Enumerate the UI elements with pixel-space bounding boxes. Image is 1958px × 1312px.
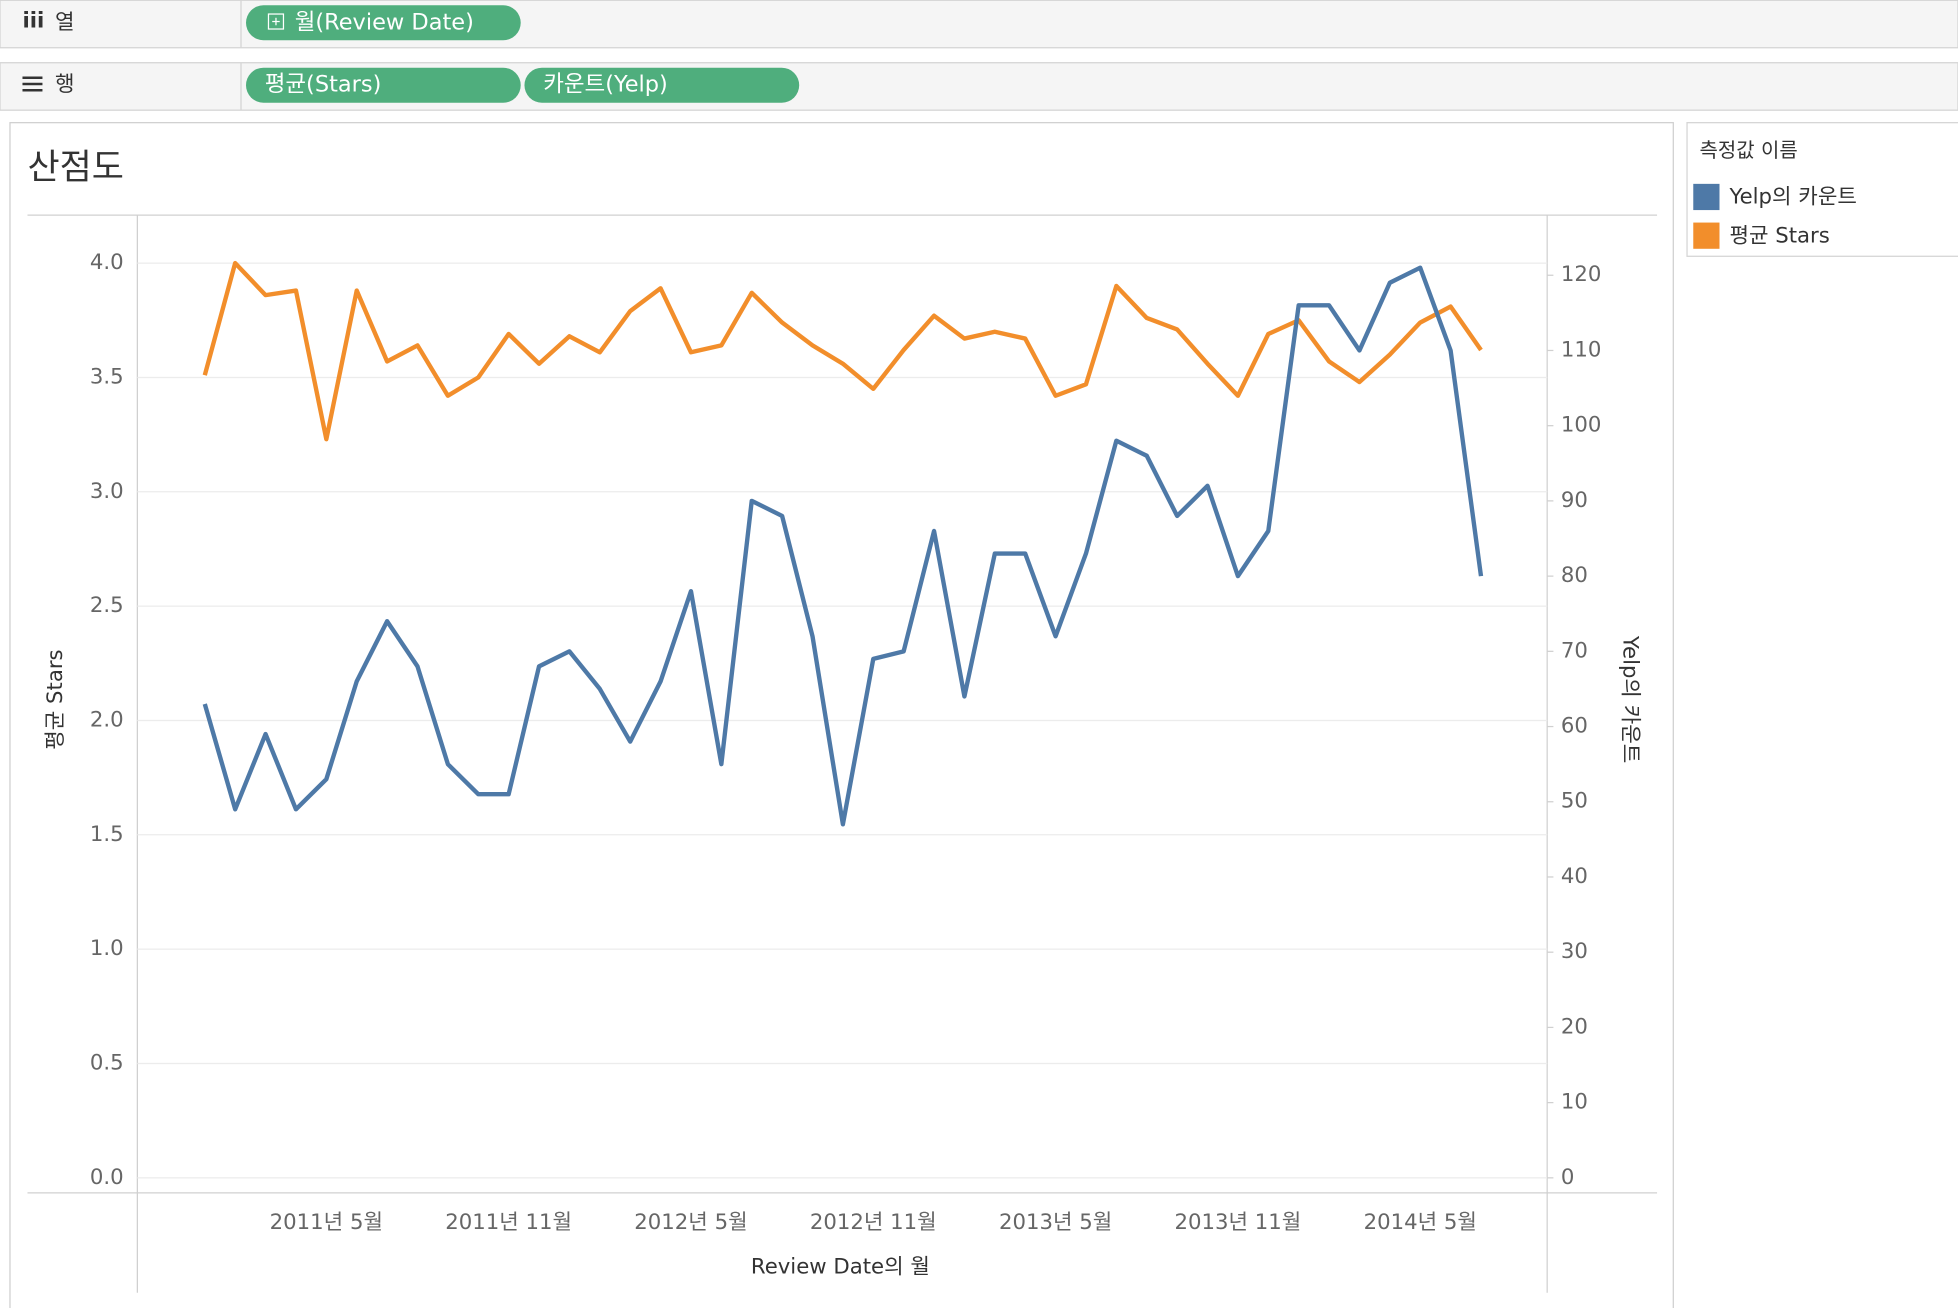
y-tick-label: 4.0 [90,250,124,275]
x-tick-label: 2011년 5월 [270,1210,383,1235]
y-tick-label: 2.0 [90,707,124,732]
pill[interactable]: 평균(Stars) [245,67,521,103]
legend-box [1686,122,1958,257]
x-tick-label: 2013년 5월 [999,1210,1112,1235]
x-tick-label: 2013년 11월 [1175,1210,1302,1235]
pill-label: 평균(Stars) [265,72,382,98]
columns-label: 열 [55,10,75,35]
y-tick-label: 0.0 [90,1165,124,1190]
y2-axis-label: Yelp의 카운트 [1618,635,1643,763]
legend-item[interactable]: Yelp의 카운트 [1693,183,1857,211]
series-line [202,260,1483,442]
y-tick-label: 3.5 [90,364,124,389]
legend-title: 측정값 이름 [1700,138,1798,162]
x-tick-label: 2012년 5월 [634,1210,747,1235]
y2-tick-label: 0 [1561,1165,1575,1190]
y2-tick-label: 70 [1561,638,1588,663]
y-tick-label: 3.0 [90,479,124,504]
axis-frame [27,214,1658,1293]
y-tick-label: 1.0 [90,936,124,961]
y2-tick-label: 60 [1561,714,1588,739]
sheet-frame [9,122,1674,1312]
y-tick-label: 2.5 [90,593,124,618]
expand-icon[interactable] [267,13,285,30]
y2-tick-label: 10 [1561,1090,1588,1115]
series-line [202,265,1484,827]
y2-tick-label: 100 [1561,413,1602,438]
y-axis-label: 평균 Stars [43,649,68,749]
y2-tick-label: 50 [1561,789,1588,814]
columns-icon: iii [22,9,44,34]
legend-swatch [1693,183,1720,211]
x-axis-label: Review Date의 월 [751,1255,930,1280]
legend-item[interactable]: 평균 Stars [1693,222,1830,249]
rows-icon [22,76,43,92]
pill-label: 월(Review Date) [295,9,474,35]
y2-tick-label: 40 [1561,864,1588,889]
x-tick-label: 2014년 5월 [1364,1210,1477,1235]
x-tick-label: 2011년 11월 [445,1210,572,1235]
legend-swatch [1693,222,1720,249]
pill[interactable]: 카운트(Yelp) [524,67,800,103]
y2-tick-label: 30 [1561,939,1588,964]
y2-tick-label: 80 [1561,563,1588,588]
pill[interactable]: 월(Review Date) [245,5,521,41]
y2-tick-label: 120 [1561,262,1602,287]
chart-title: 산점도 [27,148,123,188]
y2-tick-label: 20 [1561,1014,1588,1039]
y2-tick-label: 110 [1561,337,1602,362]
rows-label: 행 [55,72,75,97]
legend-label: 평균 Stars [1729,223,1829,248]
pill-label: 카운트(Yelp) [543,72,668,98]
y2-tick-label: 90 [1561,488,1588,513]
y-tick-label: 0.5 [90,1050,124,1075]
y-tick-label: 1.5 [90,822,124,847]
legend-label: Yelp의 카운트 [1728,185,1856,210]
x-tick-label: 2012년 11월 [810,1210,937,1235]
